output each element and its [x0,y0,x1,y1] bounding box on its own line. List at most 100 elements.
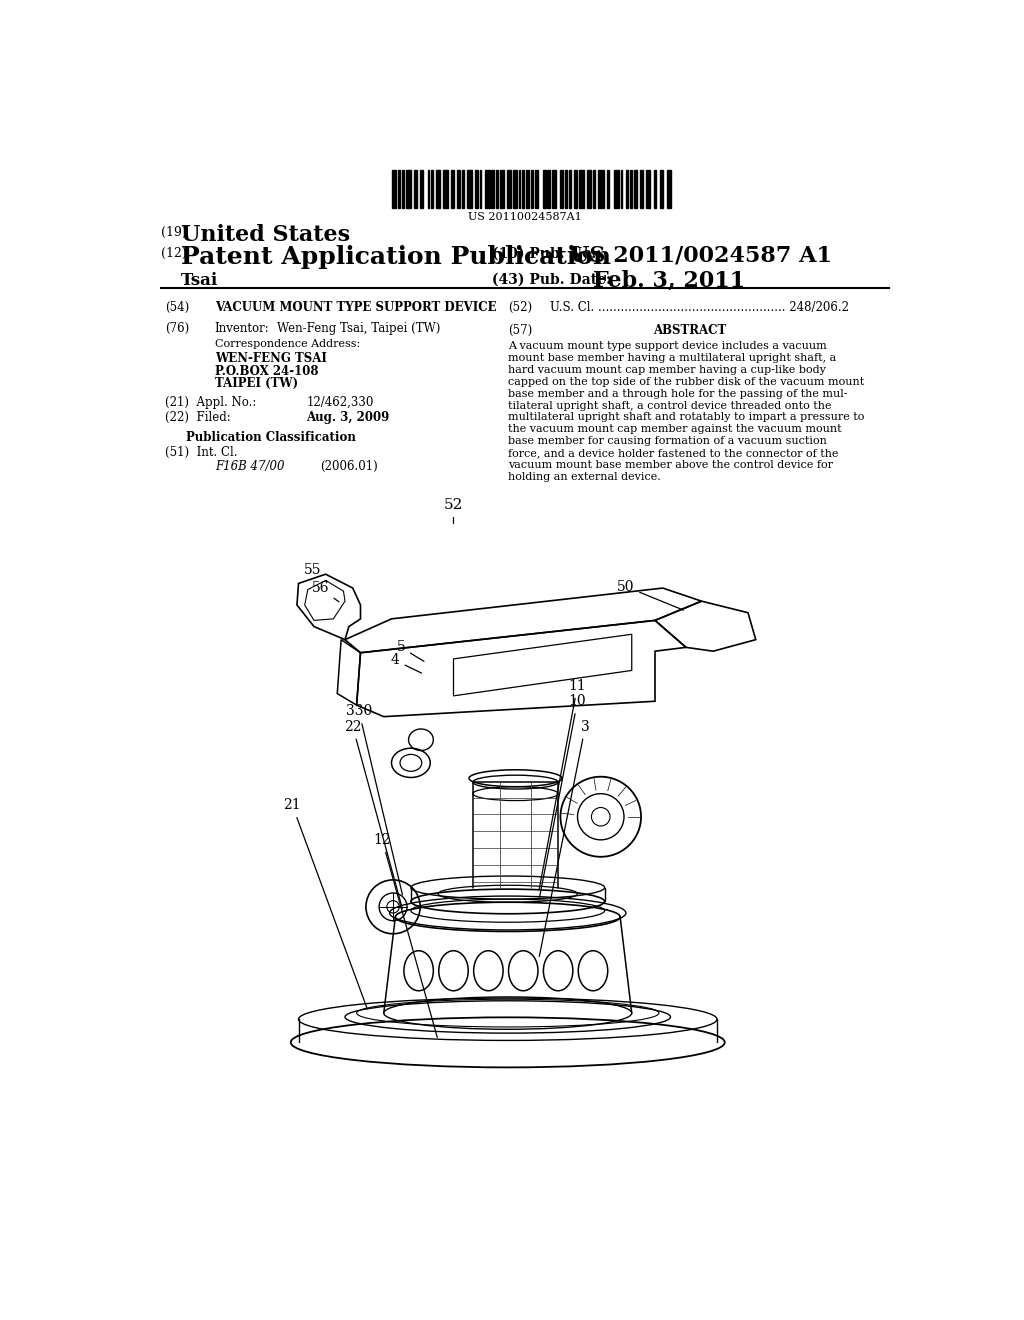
Bar [634,170,637,209]
Bar [435,170,439,209]
Bar [507,170,511,209]
Text: Correspondence Address:: Correspondence Address: [215,339,360,350]
Text: hard vacuum mount cap member having a cup-like body: hard vacuum mount cap member having a cu… [508,364,825,375]
Text: US 2011/0024587 A1: US 2011/0024587 A1 [569,244,831,267]
Text: U.S. Cl. .................................................. 248/206.2: U.S. Cl. ...............................… [550,301,849,314]
Text: tilateral upright shaft, a control device threaded onto the: tilateral upright shaft, a control devic… [508,400,831,411]
Bar [414,170,417,209]
Text: 12/462,330: 12/462,330 [306,396,374,409]
Text: A vacuum mount type support device includes a vacuum: A vacuum mount type support device inclu… [508,341,826,351]
Text: Feb. 3, 2011: Feb. 3, 2011 [593,271,745,292]
Bar [667,170,671,209]
Text: 21: 21 [284,799,368,1008]
Text: vacuum mount base member above the control device for: vacuum mount base member above the contr… [508,461,833,470]
Text: 22: 22 [344,719,402,908]
Bar [475,170,478,209]
Bar [573,170,577,209]
Bar [593,170,595,209]
Text: Patent Application Publication: Patent Application Publication [180,244,611,269]
Bar [443,170,449,209]
Bar [543,170,546,209]
Bar [640,170,643,209]
Bar [485,170,489,209]
Bar [598,170,601,209]
Text: (2006.01): (2006.01) [321,461,378,474]
Text: (22)  Filed:: (22) Filed: [165,411,231,424]
Bar [431,170,432,209]
Bar [458,170,460,209]
Bar [646,170,649,209]
Bar [607,170,609,209]
Bar [391,170,396,209]
Bar [630,170,632,209]
Bar [401,170,403,209]
Bar [462,170,464,209]
Text: Publication Classification: Publication Classification [186,430,356,444]
Bar [552,170,556,209]
Bar [587,170,591,209]
Bar [569,170,570,209]
Text: capped on the top side of the rubber disk of the vacuum mount: capped on the top side of the rubber dis… [508,376,864,387]
Bar [560,170,563,209]
Text: 12: 12 [374,833,437,1038]
Bar [467,170,472,209]
Text: United States: United States [180,224,350,246]
Bar [518,170,520,209]
Bar [526,170,529,209]
Bar [531,170,534,209]
Bar [565,170,567,209]
Text: 50: 50 [616,579,683,610]
Bar [496,170,499,209]
Text: (52): (52) [508,301,531,314]
Text: 10: 10 [540,694,587,899]
Text: base member for causing formation of a vacuum suction: base member for causing formation of a v… [508,437,826,446]
Bar [500,170,504,209]
Text: ABSTRACT: ABSTRACT [653,323,726,337]
Text: 11: 11 [540,678,587,888]
Text: the vacuum mount cap member against the vacuum mount: the vacuum mount cap member against the … [508,425,842,434]
Text: F16B 47/00: F16B 47/00 [215,461,285,474]
Bar [614,170,618,209]
Bar [626,170,628,209]
Bar [660,170,663,209]
Text: 330: 330 [346,705,402,895]
Bar [621,170,623,209]
Text: 5: 5 [396,640,424,661]
Text: (10) Pub. No.:: (10) Pub. No.: [493,247,601,261]
Text: multilateral upright shaft and rotatably to impart a pressure to: multilateral upright shaft and rotatably… [508,412,864,422]
Text: TAIPEI (TW): TAIPEI (TW) [215,378,298,391]
Text: holding an external device.: holding an external device. [508,473,660,482]
Text: Tsai: Tsai [180,272,218,289]
Text: (43) Pub. Date:: (43) Pub. Date: [493,272,611,286]
Bar [492,170,494,209]
Text: (51)  Int. Cl.: (51) Int. Cl. [165,446,238,459]
Bar [579,170,584,209]
Bar [420,170,423,209]
Text: force, and a device holder fastened to the connector of the: force, and a device holder fastened to t… [508,449,839,458]
Bar [428,170,429,209]
Text: Wen-Feng Tsai, Taipei (TW): Wen-Feng Tsai, Taipei (TW) [276,322,440,335]
Text: mount base member having a multilateral upright shaft, a: mount base member having a multilateral … [508,352,836,363]
Text: WEN-FENG TSAI: WEN-FENG TSAI [215,352,327,366]
Text: VACUUM MOUNT TYPE SUPPORT DEVICE: VACUUM MOUNT TYPE SUPPORT DEVICE [215,301,497,314]
Text: 55: 55 [304,562,328,582]
Bar [535,170,538,209]
Text: (19): (19) [161,226,186,239]
Text: 3: 3 [540,719,590,957]
Text: Inventor:: Inventor: [215,322,269,335]
Bar [654,170,655,209]
Text: 4: 4 [391,653,422,673]
Text: (12): (12) [161,247,186,260]
Bar [547,170,550,209]
Text: base member and a through hole for the passing of the mul-: base member and a through hole for the p… [508,388,847,399]
Text: (57): (57) [508,323,532,337]
Bar [398,170,400,209]
Text: (54): (54) [165,301,189,314]
Text: 56: 56 [311,581,339,602]
Text: US 20110024587A1: US 20110024587A1 [468,213,582,222]
Bar [513,170,517,209]
Bar [452,170,455,209]
Text: P.O.BOX 24-108: P.O.BOX 24-108 [215,364,318,378]
Bar [480,170,481,209]
Text: (76): (76) [165,322,189,335]
